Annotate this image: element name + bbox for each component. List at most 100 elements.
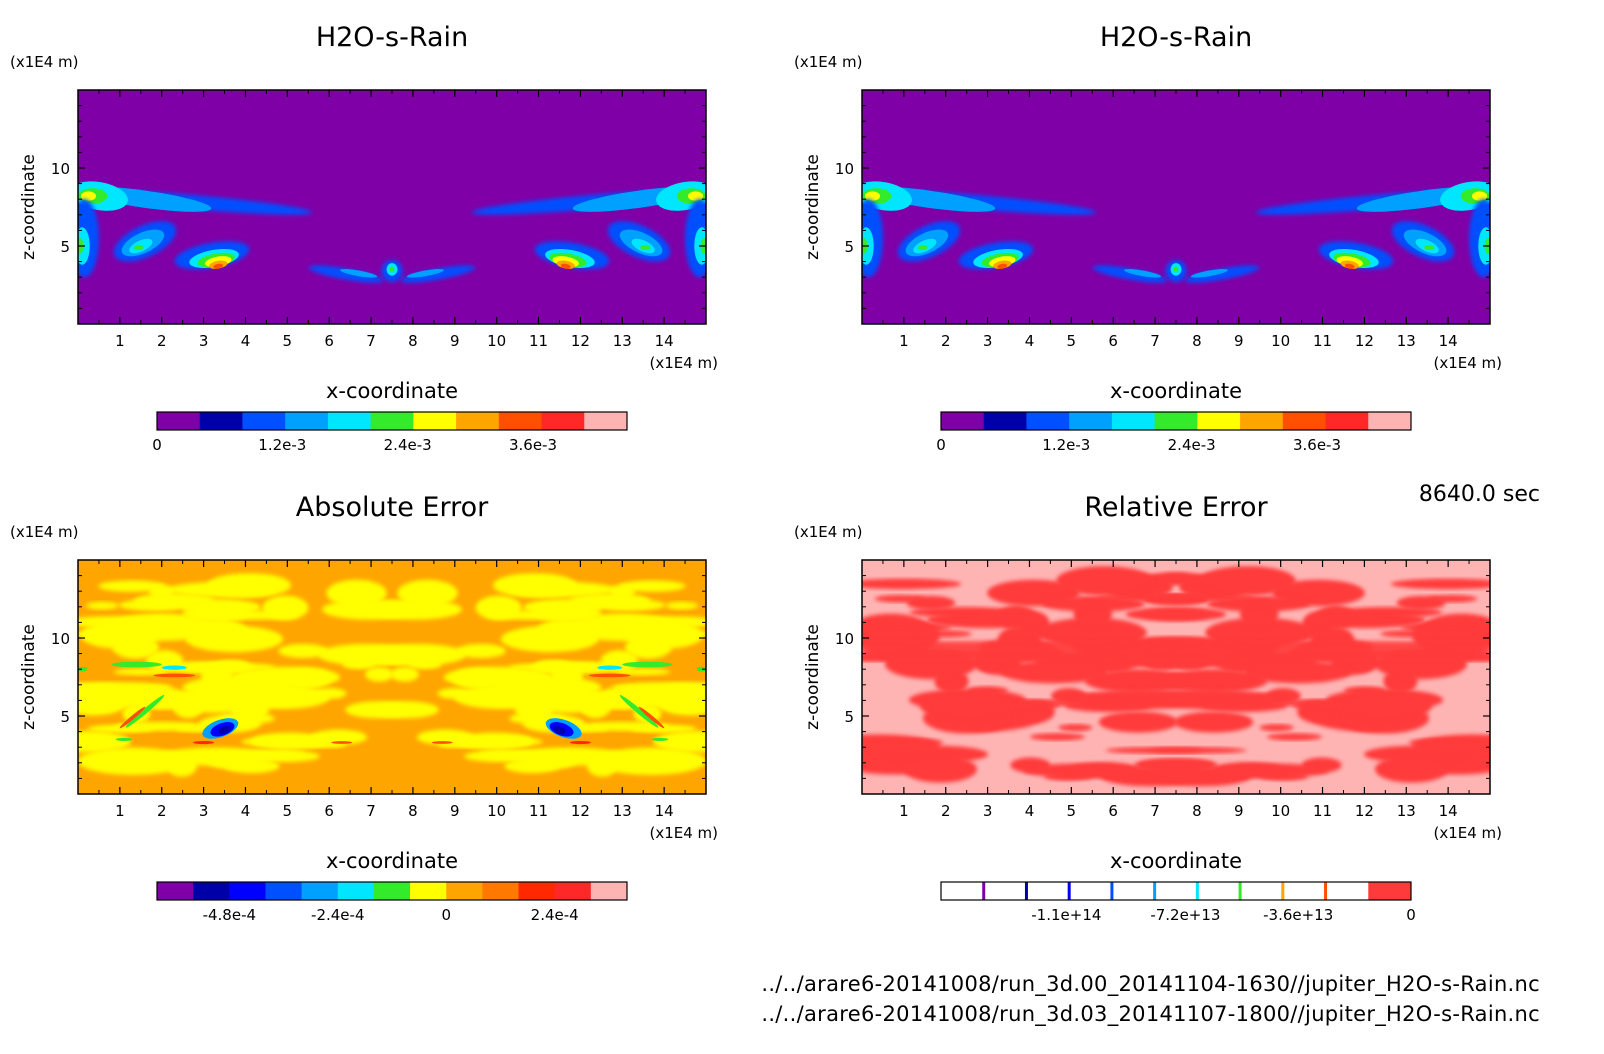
field-contour [586,754,618,777]
colorbar-segment [941,412,985,430]
field-contour [636,760,670,767]
field-contour [1210,762,1284,779]
field-contour [161,665,187,670]
field-contour [1199,566,1296,595]
x-tick-label: 3 [199,802,209,820]
x-tick-label: 12 [571,802,590,820]
y-axis-label: z-coordinate [19,624,39,730]
field-contour [1037,617,1147,648]
field-contour [1079,607,1108,629]
field-contour [78,687,129,716]
x-axis-label: x-coordinate [326,849,458,873]
field-contour [185,625,284,653]
y-unit-label: (x1E4 m) [10,53,79,71]
field-contour [1041,596,1146,612]
colorbar-tick-label: 0 [152,436,162,454]
x-tick-label: 14 [1439,802,1458,820]
field-contour [284,668,332,689]
field-contour [133,593,215,609]
x-tick-label: 4 [1025,332,1035,350]
x-tick-label: 8 [1192,332,1202,350]
field-contour [1390,578,1490,590]
field-contour [389,266,395,273]
chart-title: Absolute Error [296,492,489,523]
x-tick-label: 13 [1397,802,1416,820]
field-contour [862,622,952,633]
field [862,560,1490,794]
field-contour [1098,711,1178,733]
colorbar-segment [1282,882,1327,900]
field-contour [452,668,500,689]
chart-title: Relative Error [1084,492,1268,523]
colorbar-tick-label: 2.4e-3 [1168,436,1216,454]
x-tick-label: 2 [157,802,167,820]
colorbar-segment [983,882,1027,900]
colorbar-segment [410,882,447,900]
field-contour [326,579,387,607]
field-contour [114,760,148,767]
y-axis-label: z-coordinate [803,154,823,260]
colorbar-segment [265,882,303,900]
x-tick-label: 13 [1397,332,1416,350]
x-tick-label: 5 [1067,802,1077,820]
colorbar-segment [1325,412,1369,430]
file-path-1: ../../arare6-20141008/run_3d.00_20141104… [761,972,1540,996]
colorbar-segment [1154,412,1198,430]
colorbar-segment [1111,882,1156,900]
field-contour [1244,660,1352,684]
colorbar-segment [446,882,483,900]
field-contour [560,263,571,269]
colorbar-segment [1069,412,1113,430]
field-contour [182,676,289,699]
x-tick-label: 3 [983,332,993,350]
field-contour [597,665,623,670]
colorbar-tick-label: 3.6e-3 [1293,436,1341,454]
field-contour [495,676,602,699]
field-contour [569,593,651,609]
colorbar-frame [940,411,1412,431]
field-contour [1190,269,1229,278]
field-contour [218,726,231,734]
field-contour [920,691,1013,721]
field-contour [1174,711,1254,733]
colorbar-frame [156,881,628,901]
field-contour [406,269,445,278]
field-contour [493,573,577,598]
field-contour [310,729,368,745]
field-contour [624,621,704,649]
field-contour [619,580,686,592]
field-contour [1160,594,1256,601]
field-contour [1137,758,1218,771]
field-contour [864,191,881,201]
colorbar-segment [327,412,372,430]
y-axis-label: z-coordinate [19,154,39,260]
colorbar-segment [1197,882,1241,900]
chart-panel-2: H2O-s-Rain(x1E4 m)1 2 3 4 5 6 7 8 9 10 11 12 13 14510… [794,22,1502,454]
field-contour [1056,566,1153,595]
x-tick-label: 4 [241,332,251,350]
field-contour [1344,263,1355,269]
x-tick-label: 7 [366,332,376,350]
field-contour [588,673,631,678]
field-contour [862,578,962,590]
x-unit-label: (x1E4 m) [1433,354,1502,372]
x-tick-label: 10 [1271,332,1290,350]
field-contour [437,688,471,699]
colorbar-segment [1368,412,1412,430]
x-tick-label: 5 [283,332,293,350]
x-tick-label: 10 [487,332,506,350]
field-contour [195,610,299,620]
colorbar-segment [157,882,194,900]
field-contour [1058,724,1093,732]
x-tick-label: 8 [408,332,418,350]
x-tick-label: 12 [571,332,590,350]
x-tick-label: 9 [450,332,460,350]
field-contour [111,661,162,668]
colorbar-segment [1197,412,1241,430]
field-contour [1201,699,1288,712]
x-axis-label: x-coordinate [326,379,458,403]
time-label: 8640.0 sec [1418,482,1540,507]
field-contour [1068,762,1142,779]
field-contour [619,695,659,728]
field [862,90,1490,324]
